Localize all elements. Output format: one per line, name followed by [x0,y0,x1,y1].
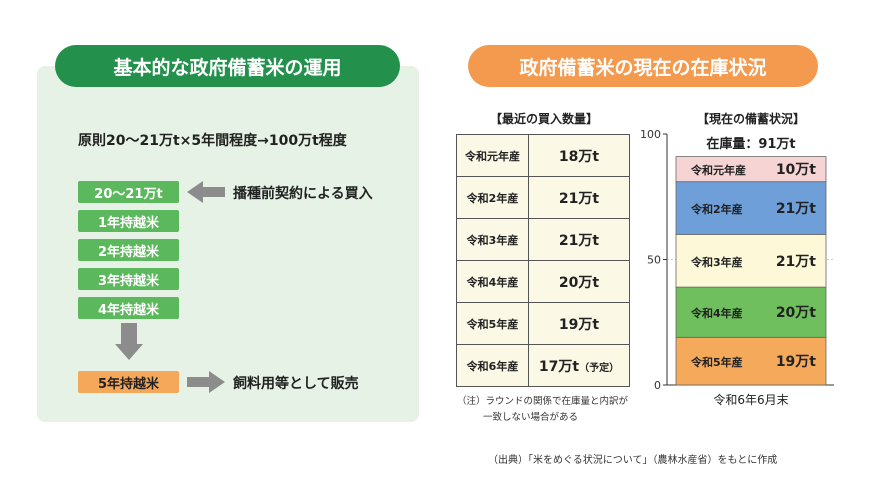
table-row: 令和2年産 21万t [456,176,630,219]
segment-value-label: 20万t [776,305,816,321]
operation-title: 基本的な政府備蓄米の運用 [55,45,400,87]
purchase-arrow-icon [187,181,225,203]
down-arrow-icon [115,323,143,360]
year-cell: 令和5年産 [456,302,529,345]
segment-year-label: 令和3年産 [690,255,743,269]
y-tick-label: 0 [654,379,661,392]
purchase-label: 播種前契約による買入 [233,186,373,202]
table-row: 令和4年産 20万t [456,260,630,303]
table-row: 令和5年産 19万t [456,302,630,345]
table-row: 令和6年産 17万t（予定） [456,344,630,387]
stage-purchase: 20～21万t [78,181,179,203]
rounding-note: （注）ラウンドの関係で在庫量と内訳が 一致しない場合がある [457,394,628,426]
stack-segment [675,336,827,386]
value-cell: 20万t [558,274,600,291]
stage-carryover-5: 5年持越米 [78,371,179,393]
stock-chart: 0 50 100 令和5年産 19万t 令和4年産 20万t 令和3年産 21万t 令和2年産 2… [640,128,834,392]
value-cell: 18万t [558,148,600,165]
purchase-table: 令和元年産 18万t 令和2年産 21万t 令和3年産 21万t 令和4年産 20万t … [456,134,630,387]
total-stock-label: 在庫量：91万t [706,136,795,152]
year-cell: 令和3年産 [456,218,529,261]
table-row: 令和元年産 18万t [456,134,630,177]
year-cell: 令和4年産 [456,260,529,303]
principle-text: 原則20～21万t×5年間程度→100万t程度 [78,133,347,149]
year-cell: 令和2年産 [456,176,529,219]
segment-year-label: 令和元年産 [690,163,746,177]
year-cell: 令和6年産 [456,344,529,387]
note-line-1: （注）ラウンドの関係で在庫量と内訳が [457,396,629,407]
stack-segment [675,181,827,235]
y-tick-label: 50 [647,254,661,267]
note-line-2: 一致しない場合がある [483,412,579,423]
segment-value-label: 21万t [776,201,816,217]
stack-segment [675,234,827,288]
sale-label: 飼料用等として販売 [233,376,359,392]
stack-segment [675,286,827,338]
year-cell: 令和元年産 [456,134,529,177]
source-note: （出典）「米をめぐる状況について」（農林水産省）をもとに作成 [488,455,778,466]
segment-value-label: 19万t [776,354,816,370]
stage-carryover-4: 4年持越米 [78,297,179,319]
table-row: 令和3年産 21万t [456,218,630,261]
segment-value-label: 21万t [776,254,816,270]
y-tick-label: 100 [640,128,661,141]
value-cell: 17万t [538,358,580,375]
value-cell: 21万t [558,190,600,207]
sale-arrow-icon [187,371,225,393]
x-axis-label: 令和6年6月末 [713,393,789,407]
stage-carryover-3: 3年持越米 [78,268,179,290]
value-note: （予定） [579,362,620,374]
value-cell: 21万t [558,232,600,249]
stock-chart-title: 【現在の備蓄状況】 [696,112,805,126]
stage-carryover-2: 2年持越米 [78,239,179,261]
stack-segment [675,156,827,183]
stock-status-title: 政府備蓄米の現在の在庫状況 [468,45,818,87]
segment-year-label: 令和4年産 [690,306,743,320]
segment-value-label: 10万t [776,162,816,178]
purchase-table-title: 【最近の買入数量】 [489,112,598,126]
stage-carryover-1: 1年持越米 [78,210,179,232]
value-cell: 19万t [558,316,600,333]
segment-year-label: 令和2年産 [690,202,743,216]
segment-year-label: 令和5年産 [690,355,743,369]
